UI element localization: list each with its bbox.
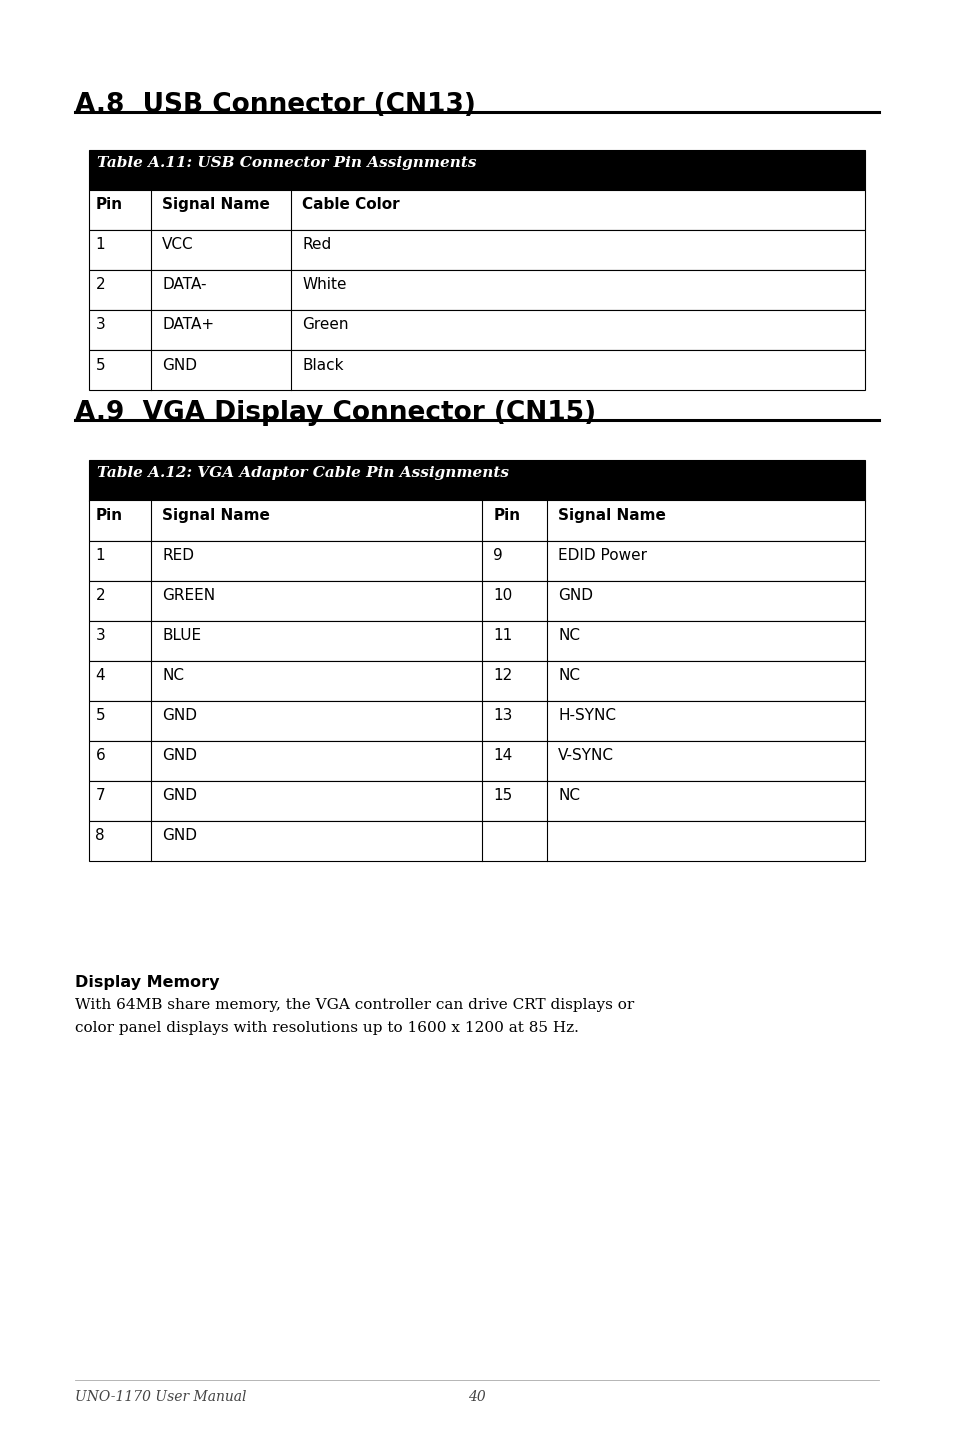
Bar bbox=[89, 230, 864, 270]
Text: Cable Color: Cable Color bbox=[302, 197, 399, 212]
Text: 14: 14 bbox=[493, 748, 512, 762]
Text: 5: 5 bbox=[95, 358, 105, 372]
Text: GND: GND bbox=[162, 708, 197, 722]
Text: Pin: Pin bbox=[95, 508, 122, 522]
Text: Signal Name: Signal Name bbox=[558, 508, 665, 522]
Text: Signal Name: Signal Name bbox=[162, 508, 270, 522]
Text: V-SYNC: V-SYNC bbox=[558, 748, 614, 762]
Text: GND: GND bbox=[558, 588, 593, 602]
Bar bbox=[89, 581, 864, 621]
Text: 2: 2 bbox=[95, 588, 105, 602]
Bar bbox=[89, 190, 864, 230]
Bar bbox=[89, 621, 864, 661]
Bar bbox=[89, 500, 864, 541]
Text: GREEN: GREEN bbox=[162, 588, 215, 602]
Text: 1: 1 bbox=[95, 237, 105, 252]
Text: 8: 8 bbox=[95, 828, 105, 842]
Text: DATA+: DATA+ bbox=[162, 317, 214, 332]
Text: GND: GND bbox=[162, 748, 197, 762]
Text: Red: Red bbox=[302, 237, 332, 252]
Text: 3: 3 bbox=[95, 628, 105, 642]
Text: EDID Power: EDID Power bbox=[558, 548, 646, 562]
Text: NC: NC bbox=[558, 628, 579, 642]
Bar bbox=[89, 350, 864, 390]
Text: RED: RED bbox=[162, 548, 194, 562]
Bar bbox=[89, 661, 864, 701]
Text: 3: 3 bbox=[95, 317, 105, 332]
Text: 4: 4 bbox=[95, 668, 105, 682]
Text: color panel displays with resolutions up to 1600 x 1200 at 85 Hz.: color panel displays with resolutions up… bbox=[75, 1021, 578, 1035]
Text: NC: NC bbox=[558, 788, 579, 802]
Text: 5: 5 bbox=[95, 708, 105, 722]
Text: 12: 12 bbox=[493, 668, 512, 682]
Text: UNO-1170 User Manual: UNO-1170 User Manual bbox=[75, 1390, 247, 1404]
Text: NC: NC bbox=[162, 668, 184, 682]
Text: BLUE: BLUE bbox=[162, 628, 201, 642]
Text: Black: Black bbox=[302, 358, 344, 372]
Text: VCC: VCC bbox=[162, 237, 193, 252]
Text: Green: Green bbox=[302, 317, 349, 332]
Bar bbox=[89, 310, 864, 350]
Text: Pin: Pin bbox=[493, 508, 519, 522]
Text: GND: GND bbox=[162, 828, 197, 842]
Bar bbox=[89, 270, 864, 310]
Text: 2: 2 bbox=[95, 277, 105, 292]
Text: Table A.12: VGA Adaptor Cable Pin Assignments: Table A.12: VGA Adaptor Cable Pin Assign… bbox=[97, 466, 509, 480]
Text: H-SYNC: H-SYNC bbox=[558, 708, 616, 722]
Text: 13: 13 bbox=[493, 708, 512, 722]
Text: 10: 10 bbox=[493, 588, 512, 602]
Text: 9: 9 bbox=[493, 548, 502, 562]
Text: A.9  VGA Display Connector (CN15): A.9 VGA Display Connector (CN15) bbox=[75, 400, 596, 426]
Text: NC: NC bbox=[558, 668, 579, 682]
Text: DATA-: DATA- bbox=[162, 277, 207, 292]
Text: With 64MB share memory, the VGA controller can drive CRT displays or: With 64MB share memory, the VGA controll… bbox=[75, 998, 634, 1012]
Text: 6: 6 bbox=[95, 748, 105, 762]
Bar bbox=[89, 821, 864, 861]
Bar bbox=[89, 781, 864, 821]
Text: 1: 1 bbox=[95, 548, 105, 562]
Text: Display Memory: Display Memory bbox=[75, 975, 219, 990]
Text: Signal Name: Signal Name bbox=[162, 197, 270, 212]
Text: Pin: Pin bbox=[95, 197, 122, 212]
Bar bbox=[89, 460, 864, 500]
Text: A.8  USB Connector (CN13): A.8 USB Connector (CN13) bbox=[75, 92, 476, 117]
Bar bbox=[89, 701, 864, 741]
Text: Table A.11: USB Connector Pin Assignments: Table A.11: USB Connector Pin Assignment… bbox=[97, 156, 476, 170]
Text: 15: 15 bbox=[493, 788, 512, 802]
Bar bbox=[89, 541, 864, 581]
Text: White: White bbox=[302, 277, 347, 292]
Text: 11: 11 bbox=[493, 628, 512, 642]
Text: GND: GND bbox=[162, 788, 197, 802]
Text: GND: GND bbox=[162, 358, 197, 372]
Bar bbox=[89, 150, 864, 190]
Text: 7: 7 bbox=[95, 788, 105, 802]
Bar bbox=[89, 741, 864, 781]
Text: 40: 40 bbox=[468, 1390, 485, 1404]
